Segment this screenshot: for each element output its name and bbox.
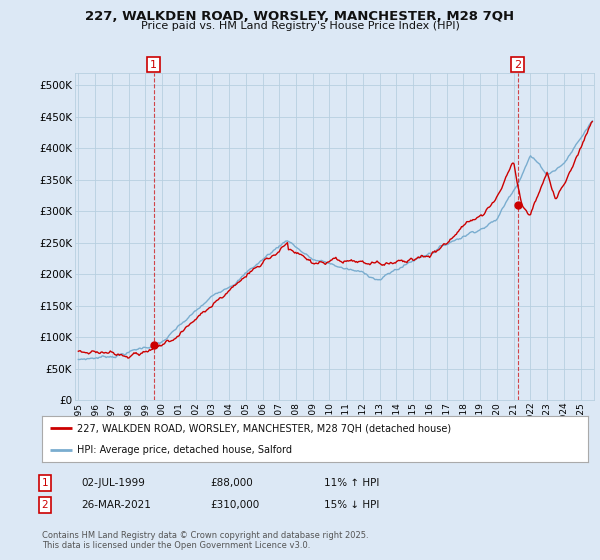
Text: 227, WALKDEN ROAD, WORSLEY, MANCHESTER, M28 7QH (detached house): 227, WALKDEN ROAD, WORSLEY, MANCHESTER, … (77, 423, 452, 433)
Text: 2: 2 (41, 500, 49, 510)
Text: Price paid vs. HM Land Registry's House Price Index (HPI): Price paid vs. HM Land Registry's House … (140, 21, 460, 31)
Text: 26-MAR-2021: 26-MAR-2021 (81, 500, 151, 510)
Text: 2: 2 (514, 59, 521, 69)
Text: 11% ↑ HPI: 11% ↑ HPI (324, 478, 379, 488)
Text: 1: 1 (41, 478, 49, 488)
Text: 227, WALKDEN ROAD, WORSLEY, MANCHESTER, M28 7QH: 227, WALKDEN ROAD, WORSLEY, MANCHESTER, … (85, 10, 515, 23)
Text: Contains HM Land Registry data © Crown copyright and database right 2025.
This d: Contains HM Land Registry data © Crown c… (42, 531, 368, 550)
Text: HPI: Average price, detached house, Salford: HPI: Average price, detached house, Salf… (77, 445, 292, 455)
Text: 15% ↓ HPI: 15% ↓ HPI (324, 500, 379, 510)
Text: 02-JUL-1999: 02-JUL-1999 (81, 478, 145, 488)
Text: £310,000: £310,000 (210, 500, 259, 510)
Text: 1: 1 (150, 59, 157, 69)
Text: £88,000: £88,000 (210, 478, 253, 488)
